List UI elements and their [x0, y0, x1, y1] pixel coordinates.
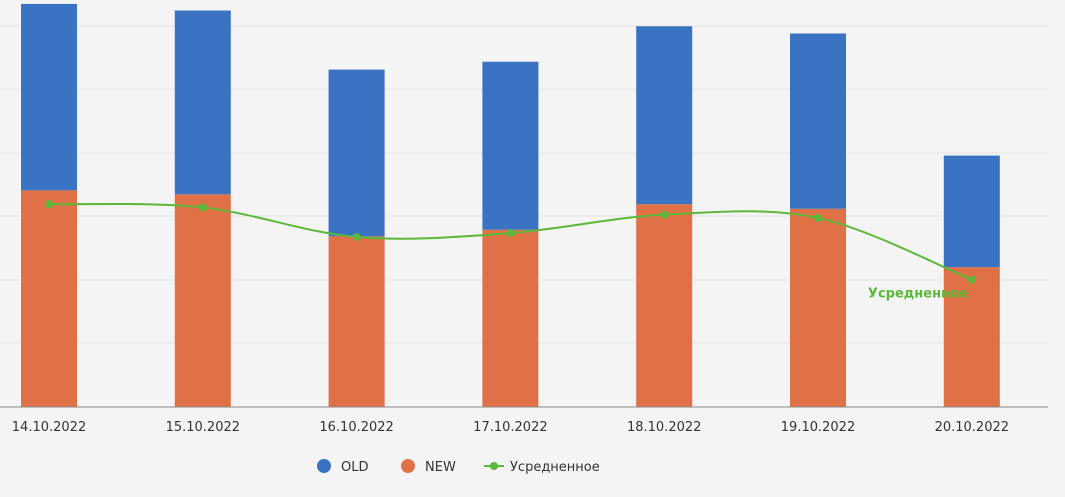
- bar-old-0[interactable]: [21, 3, 77, 191]
- average-point-3[interactable]: [506, 229, 515, 238]
- bar-old-2[interactable]: [328, 69, 385, 237]
- average-line-series: Усредненное: [45, 200, 976, 302]
- bar-new-1[interactable]: [174, 194, 231, 407]
- legend-point-marker: [490, 462, 498, 470]
- bar-new-5[interactable]: [790, 208, 846, 407]
- average-point-6[interactable]: [967, 275, 976, 284]
- legend-item-average[interactable]: Усредненное: [484, 460, 600, 475]
- average-point-1[interactable]: [198, 203, 207, 212]
- legend-item-new[interactable]: NEW: [401, 459, 456, 475]
- x-tick-labels: 14.10.2022 15.10.2022 16.10.2022 17.10.2022…: [12, 420, 1009, 435]
- bar-old-5[interactable]: [790, 33, 846, 209]
- average-point-2[interactable]: [352, 232, 361, 241]
- average-point-4[interactable]: [660, 210, 669, 219]
- bar-new-4[interactable]: [636, 204, 693, 407]
- x-tick-label: 17.10.2022: [473, 420, 547, 435]
- legend-marker: [401, 459, 415, 473]
- x-tick-label: 20.10.2022: [935, 420, 1009, 435]
- bar-old-6[interactable]: [943, 155, 1000, 268]
- bar-new-6[interactable]: [943, 267, 1000, 407]
- average-point-5[interactable]: [814, 213, 822, 222]
- x-tick-label: 16.10.2022: [319, 420, 393, 435]
- bar-old-4[interactable]: [636, 26, 693, 205]
- legend-label: Усредненное: [510, 460, 600, 475]
- x-tick-label: 15.10.2022: [166, 420, 240, 435]
- bars: [21, 3, 1000, 407]
- bar-old-1[interactable]: [174, 10, 231, 195]
- legend-label: NEW: [425, 460, 456, 475]
- bar-new-0[interactable]: [21, 190, 77, 407]
- bar-new-3[interactable]: [482, 229, 539, 407]
- bar-old-3[interactable]: [482, 61, 539, 230]
- legend-marker: [317, 459, 331, 473]
- legend-item-old[interactable]: OLD: [317, 459, 369, 475]
- legend[interactable]: OLD NEW Усредненное: [317, 459, 600, 475]
- bar-new-2[interactable]: [328, 236, 385, 407]
- x-tick-label: 14.10.2022: [12, 420, 86, 435]
- average-point-0[interactable]: [45, 200, 53, 209]
- average-series-label: Усредненное: [868, 287, 968, 302]
- x-tick-label: 19.10.2022: [781, 420, 855, 435]
- legend-label: OLD: [341, 460, 369, 475]
- x-tick-label: 18.10.2022: [627, 420, 701, 435]
